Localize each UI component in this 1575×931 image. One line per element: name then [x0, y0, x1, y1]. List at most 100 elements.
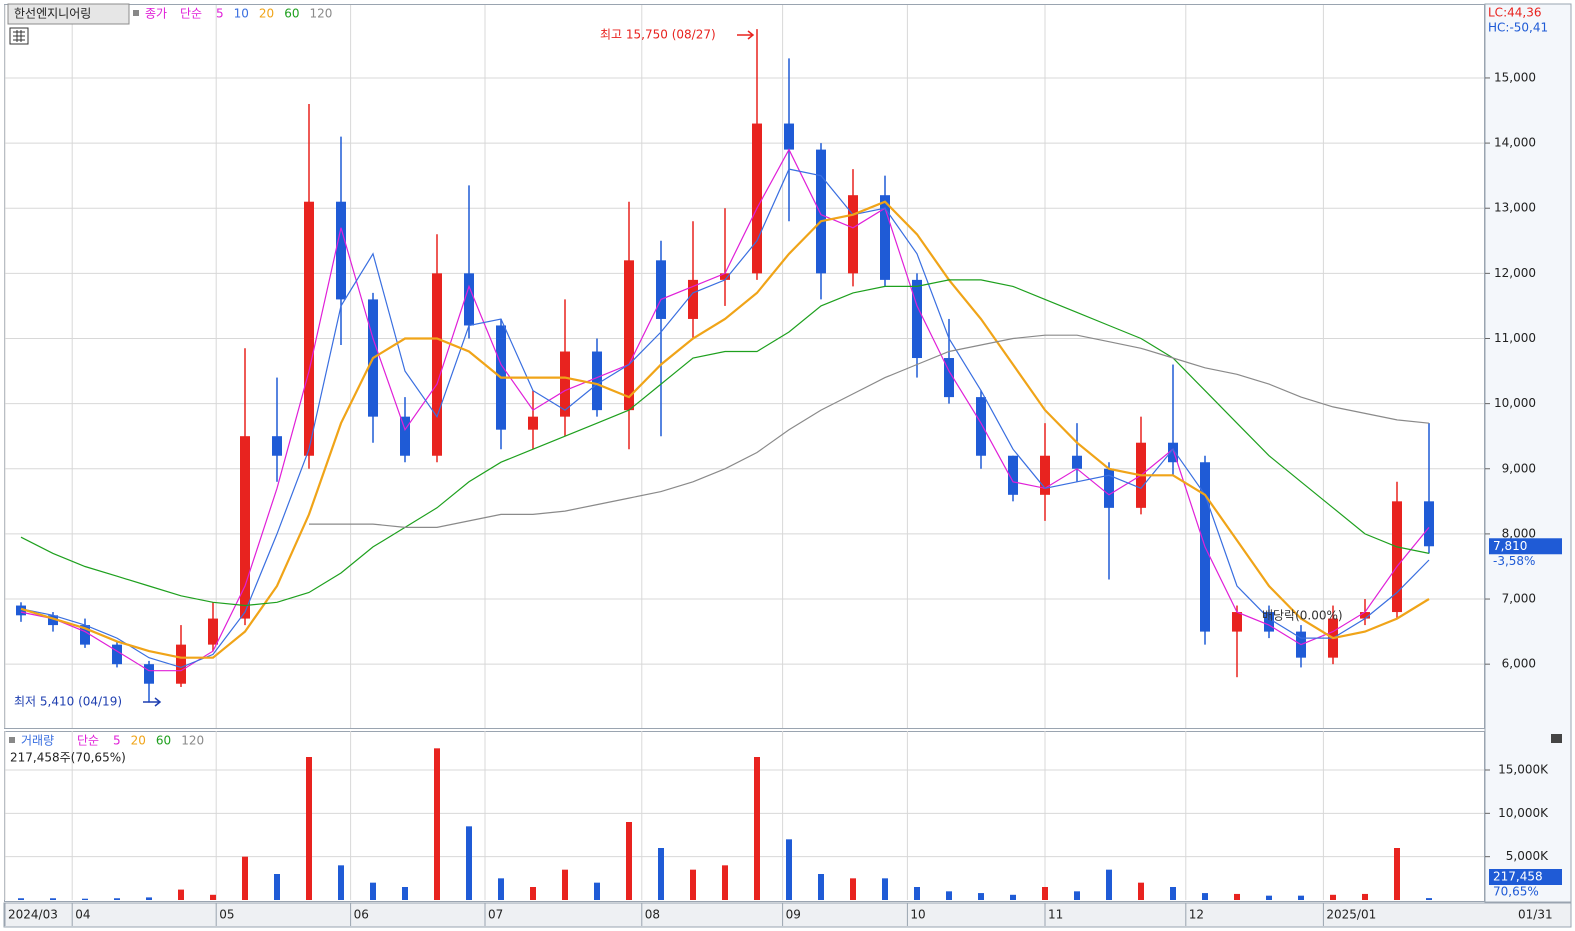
volume-bar	[178, 889, 184, 900]
low-annotation: 최저 5,410 (04/19)	[14, 695, 122, 709]
volume-bar	[82, 898, 88, 900]
volume-bar	[1106, 869, 1112, 900]
volume-bar	[1202, 893, 1208, 900]
indicator-lc: LC:44,36	[1488, 6, 1541, 20]
candle-body	[1232, 612, 1242, 632]
right-axis-area	[1484, 3, 1572, 903]
y-tick-label: 6,000	[1502, 657, 1536, 671]
candle-body	[592, 351, 602, 411]
volume-legend-entry: 20	[131, 734, 146, 748]
y-tick-label: 13,000	[1494, 201, 1536, 215]
y-tick-label: 10,000K	[1498, 806, 1549, 820]
y-tick-label: 10,000	[1494, 396, 1536, 410]
panel-close[interactable]	[1551, 734, 1562, 743]
volume-bar	[370, 882, 376, 900]
volume-legend-entry: 120	[181, 734, 204, 748]
y-tick-label: 15,000	[1494, 70, 1536, 84]
x-tick-label: 12	[1189, 908, 1204, 922]
volume-bar	[690, 869, 696, 900]
volume-bar	[658, 848, 664, 900]
candle-body	[560, 351, 570, 417]
legend-entry: 5	[216, 7, 224, 21]
candle-body	[1424, 501, 1434, 547]
candle-body	[400, 416, 410, 456]
last-volume-box	[1489, 869, 1562, 885]
candle-body	[1072, 455, 1082, 469]
volume-bar	[1298, 895, 1304, 900]
volume-bar	[1234, 893, 1240, 900]
x-tick-label: 05	[219, 908, 234, 922]
candle-body	[848, 195, 858, 274]
y-tick-label: 11,000	[1494, 331, 1536, 345]
ma-type: 단순	[180, 7, 202, 21]
x-tick-label: 2025/01	[1326, 908, 1376, 922]
y-tick-label: 15,000K	[1498, 763, 1549, 777]
candle-body	[880, 195, 890, 280]
x-end-label: 01/31	[1518, 908, 1553, 922]
candle-body	[272, 436, 282, 456]
low-arrow	[143, 697, 162, 707]
candle-body	[1392, 501, 1402, 613]
candle-body	[80, 625, 90, 645]
volume-bar	[786, 839, 792, 900]
volume-bar	[754, 757, 760, 900]
volume-bar	[1266, 895, 1272, 900]
indicator-hc: HC:-50,41	[1488, 21, 1548, 35]
volume-bar	[594, 882, 600, 900]
last-volume-label: 217,458	[1493, 870, 1543, 884]
candle-body	[944, 358, 954, 398]
volume-bar	[562, 869, 568, 900]
candle-body	[1360, 612, 1370, 619]
volume-bar	[1138, 882, 1144, 900]
candle-body	[816, 149, 826, 274]
candle-body	[1040, 455, 1050, 495]
volume-legend-entry: 60	[156, 734, 171, 748]
volume-bar	[274, 874, 280, 900]
volume-bar	[402, 887, 408, 900]
volume-status: 217,458주(70,65%)	[10, 751, 126, 765]
volume-bar	[1170, 887, 1176, 900]
volume-bar	[1362, 893, 1368, 900]
volume-legend-entry: 5	[113, 734, 121, 748]
y-tick-label: 7,000	[1502, 592, 1536, 606]
volume-bar	[306, 757, 312, 900]
y-tick-label: 8,000	[1502, 526, 1536, 540]
volume-bar	[1330, 894, 1336, 900]
candle-body	[304, 201, 314, 456]
header-icon	[133, 10, 139, 16]
ma-line	[20, 279, 1430, 607]
candle-body	[432, 273, 442, 456]
candle-body	[16, 605, 26, 616]
volume-bar	[1042, 887, 1048, 900]
stock-name[interactable]: 한선엔지니어링	[14, 7, 91, 21]
stock-name-box[interactable]	[7, 3, 130, 25]
candle-body	[336, 201, 346, 300]
volume-bar	[1074, 891, 1080, 900]
ma-line	[20, 168, 1430, 669]
volume-bar	[1426, 898, 1432, 900]
y-tick-label: 9,000	[1502, 461, 1536, 475]
candle-body	[688, 279, 698, 319]
legend-entry: 10	[234, 7, 249, 21]
last-price-label: 7,810	[1493, 539, 1527, 553]
candle-body	[176, 644, 186, 684]
last-ratio-label: 70,65%	[1493, 885, 1539, 899]
volume-bar	[850, 878, 856, 900]
x-tick-label: 06	[354, 908, 369, 922]
price-type: 종가	[145, 7, 167, 21]
x-tick-label: 2024/03	[8, 908, 58, 922]
volume-bar	[1010, 894, 1016, 900]
candle-body	[624, 260, 634, 411]
volume-bar	[498, 878, 504, 900]
candle-body	[1264, 612, 1274, 632]
candle-body	[1168, 442, 1178, 463]
last-change-label: -3,58%	[1493, 554, 1535, 568]
volume-bar	[818, 874, 824, 900]
candle-body	[240, 436, 250, 619]
candle-body	[528, 416, 538, 430]
candle-body	[1008, 455, 1018, 495]
candle-body	[1104, 468, 1114, 508]
volume-bar	[146, 897, 152, 900]
y-tick-label: 14,000	[1494, 136, 1536, 150]
